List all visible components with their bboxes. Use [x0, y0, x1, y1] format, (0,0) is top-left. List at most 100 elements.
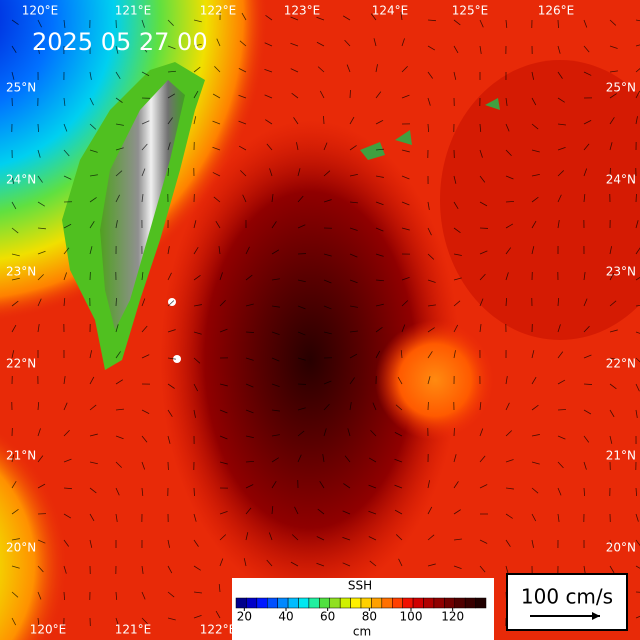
vector — [89, 174, 98, 177]
vector — [453, 454, 457, 463]
vector — [193, 19, 202, 23]
vector — [394, 431, 403, 437]
vector — [427, 123, 429, 133]
vector — [245, 532, 249, 541]
vector — [167, 565, 173, 574]
vector — [349, 116, 355, 125]
vector — [265, 119, 273, 125]
vector — [427, 304, 436, 307]
vector — [115, 147, 124, 151]
vector — [11, 565, 20, 569]
lat-label: 25°N — [6, 81, 36, 95]
vector — [531, 173, 540, 177]
vector — [453, 71, 457, 80]
vector — [271, 331, 280, 336]
vector — [89, 350, 93, 359]
lat-label: 25°N — [606, 81, 636, 95]
vector — [505, 123, 510, 132]
vector — [297, 279, 306, 283]
vector — [89, 97, 94, 106]
vector — [427, 201, 430, 210]
vector — [635, 357, 640, 363]
vector — [531, 461, 540, 465]
vector — [453, 253, 462, 256]
vector — [89, 376, 95, 385]
vector — [531, 196, 539, 203]
vector — [557, 351, 564, 359]
vector — [609, 142, 613, 151]
island — [173, 355, 181, 363]
vector — [245, 331, 255, 333]
vector — [167, 357, 176, 360]
vector — [347, 428, 351, 437]
vector — [453, 175, 457, 184]
vector — [63, 458, 72, 463]
vector — [213, 196, 221, 203]
vector — [375, 201, 384, 206]
vector — [297, 331, 306, 336]
lat-label: 20°N — [6, 541, 36, 555]
vector — [531, 220, 537, 229]
vector — [245, 246, 250, 255]
vector — [271, 278, 280, 281]
colorbar-swatch — [423, 597, 435, 609]
vector — [63, 149, 70, 157]
vector — [531, 350, 535, 359]
vector — [479, 455, 486, 463]
vector — [368, 484, 377, 489]
vector — [218, 583, 221, 593]
vector — [238, 145, 247, 151]
vector — [219, 510, 228, 515]
colorbar-swatch — [371, 597, 383, 609]
vector — [141, 71, 150, 77]
vector — [239, 40, 247, 47]
vector — [294, 506, 299, 515]
vector — [531, 376, 537, 385]
vector — [349, 330, 358, 333]
vector — [193, 43, 202, 47]
vector — [245, 383, 254, 388]
vector — [349, 145, 357, 151]
vector — [115, 71, 121, 79]
vector — [583, 461, 587, 470]
vector — [531, 149, 540, 153]
vector — [609, 329, 618, 333]
vector — [583, 435, 590, 443]
vector — [400, 12, 403, 21]
vector — [37, 428, 41, 437]
vector — [427, 45, 436, 51]
vector — [349, 227, 358, 231]
vector — [583, 194, 586, 203]
vector — [141, 143, 148, 151]
vector — [479, 149, 483, 158]
vector — [212, 146, 221, 151]
vector — [11, 71, 15, 80]
vector — [193, 116, 197, 125]
vector — [167, 539, 171, 548]
vector — [167, 300, 175, 307]
vector — [219, 534, 227, 541]
vector — [37, 483, 46, 489]
colorbar-swatch — [287, 597, 299, 609]
vector — [297, 195, 304, 203]
vector — [193, 409, 196, 418]
vector — [193, 565, 201, 571]
vector — [505, 539, 511, 547]
vector — [63, 487, 73, 490]
vector — [63, 123, 68, 132]
vector — [400, 349, 403, 359]
vector — [479, 298, 484, 307]
vector — [293, 117, 299, 125]
vector — [531, 404, 539, 411]
vector — [368, 536, 377, 541]
vector — [37, 324, 40, 333]
vector — [297, 168, 301, 177]
vector — [344, 39, 351, 47]
vector — [89, 433, 98, 437]
colorbar-swatch — [319, 597, 331, 609]
colorbar-tick-label: 20 — [237, 610, 252, 624]
vector — [323, 403, 330, 411]
vector — [193, 357, 201, 364]
vector — [609, 272, 615, 281]
vector — [427, 563, 436, 567]
